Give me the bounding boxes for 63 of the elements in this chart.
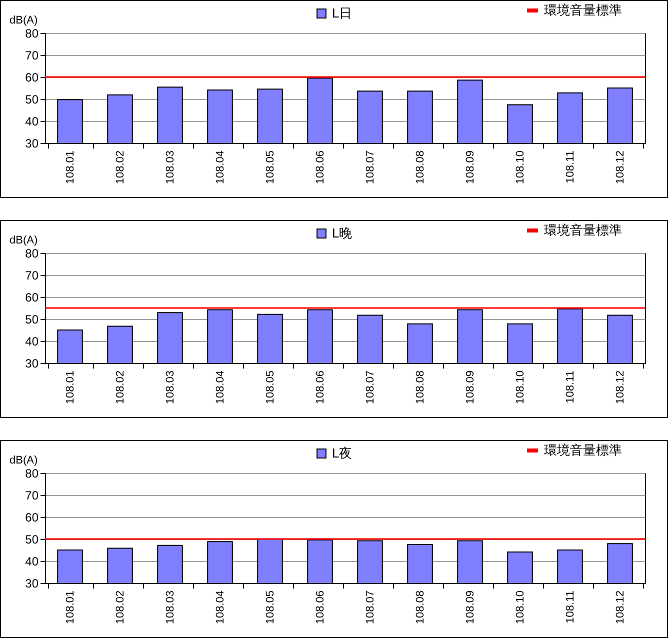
x-tick-label: 108.05 (264, 150, 276, 184)
y-axis-title: dB(A) (10, 234, 38, 246)
x-tick-label: 108.04 (214, 590, 226, 624)
x-tick-label: 108.03 (164, 590, 176, 624)
legend-label: L日 (332, 6, 352, 20)
x-tick-label: 108.10 (514, 150, 526, 184)
x-tick-label: 108.01 (64, 150, 76, 184)
y-tick-label: 60 (25, 510, 39, 524)
y-tick-label: 30 (25, 576, 39, 590)
x-tick-label: 108.03 (164, 150, 176, 184)
x-tick-label: 108.04 (214, 370, 226, 404)
x-tick-label: 108.08 (414, 370, 426, 404)
x-tick-label: 108.11 (564, 590, 576, 624)
x-tick-label: 108.11 (564, 370, 576, 404)
x-tick-label: 108.08 (414, 590, 426, 624)
y-tick-label: 40 (25, 114, 39, 128)
x-tick-label: 108.11 (564, 150, 576, 184)
y-tick-label: 70 (25, 488, 39, 502)
y-axis-title: dB(A) (10, 454, 38, 466)
legend-label: 環境音量標準 (544, 442, 622, 458)
y-tick-label: 70 (25, 48, 39, 62)
x-tick-label: 108.04 (214, 150, 226, 184)
x-tick-label: 108.09 (464, 590, 476, 624)
y-tick-label: 30 (25, 356, 39, 370)
x-tick-label: 108.07 (364, 590, 376, 624)
x-tick-label: 108.06 (314, 370, 326, 404)
y-tick-label: 40 (25, 554, 39, 568)
x-tick-label: 108.09 (464, 150, 476, 184)
y-tick-label: 80 (25, 466, 39, 480)
x-tick-label: 108.02 (114, 150, 126, 184)
legend-label: 環境音量標準 (544, 222, 622, 238)
x-tick-label: 108.08 (414, 150, 426, 184)
y-tick-label: 60 (25, 290, 39, 304)
x-tick-label: 108.01 (64, 370, 76, 404)
y-tick-label: 40 (25, 334, 39, 348)
y-tick-label: 30 (25, 136, 39, 150)
x-tick-label: 108.07 (364, 370, 376, 404)
x-tick-label: 108.05 (264, 370, 276, 404)
x-tick-label: 108.07 (364, 150, 376, 184)
x-tick-label: 108.02 (114, 590, 126, 624)
x-tick-label: 108.10 (514, 590, 526, 624)
x-tick-label: 108.09 (464, 370, 476, 404)
legend-label: L夜 (332, 446, 352, 460)
x-tick-label: 108.06 (314, 150, 326, 184)
x-tick-label: 108.01 (64, 590, 76, 624)
x-tick-label: 108.12 (614, 590, 626, 624)
y-tick-label: 50 (25, 532, 39, 546)
y-tick-label: 50 (25, 312, 39, 326)
x-tick-label: 108.05 (264, 590, 276, 624)
y-tick-label: 80 (25, 246, 39, 260)
legend-label: 環境音量標準 (544, 2, 622, 18)
legend-label: L晚 (332, 226, 352, 240)
x-tick-label: 108.10 (514, 370, 526, 404)
y-tick-label: 50 (25, 92, 39, 106)
x-tick-label: 108.12 (614, 150, 626, 184)
x-tick-label: 108.12 (614, 370, 626, 404)
y-tick-label: 80 (25, 26, 39, 40)
x-tick-label: 108.03 (164, 370, 176, 404)
y-axis-title: dB(A) (10, 14, 38, 26)
x-tick-label: 108.02 (114, 370, 126, 404)
x-tick-label: 108.06 (314, 590, 326, 624)
y-tick-label: 70 (25, 268, 39, 282)
y-tick-label: 60 (25, 70, 39, 84)
